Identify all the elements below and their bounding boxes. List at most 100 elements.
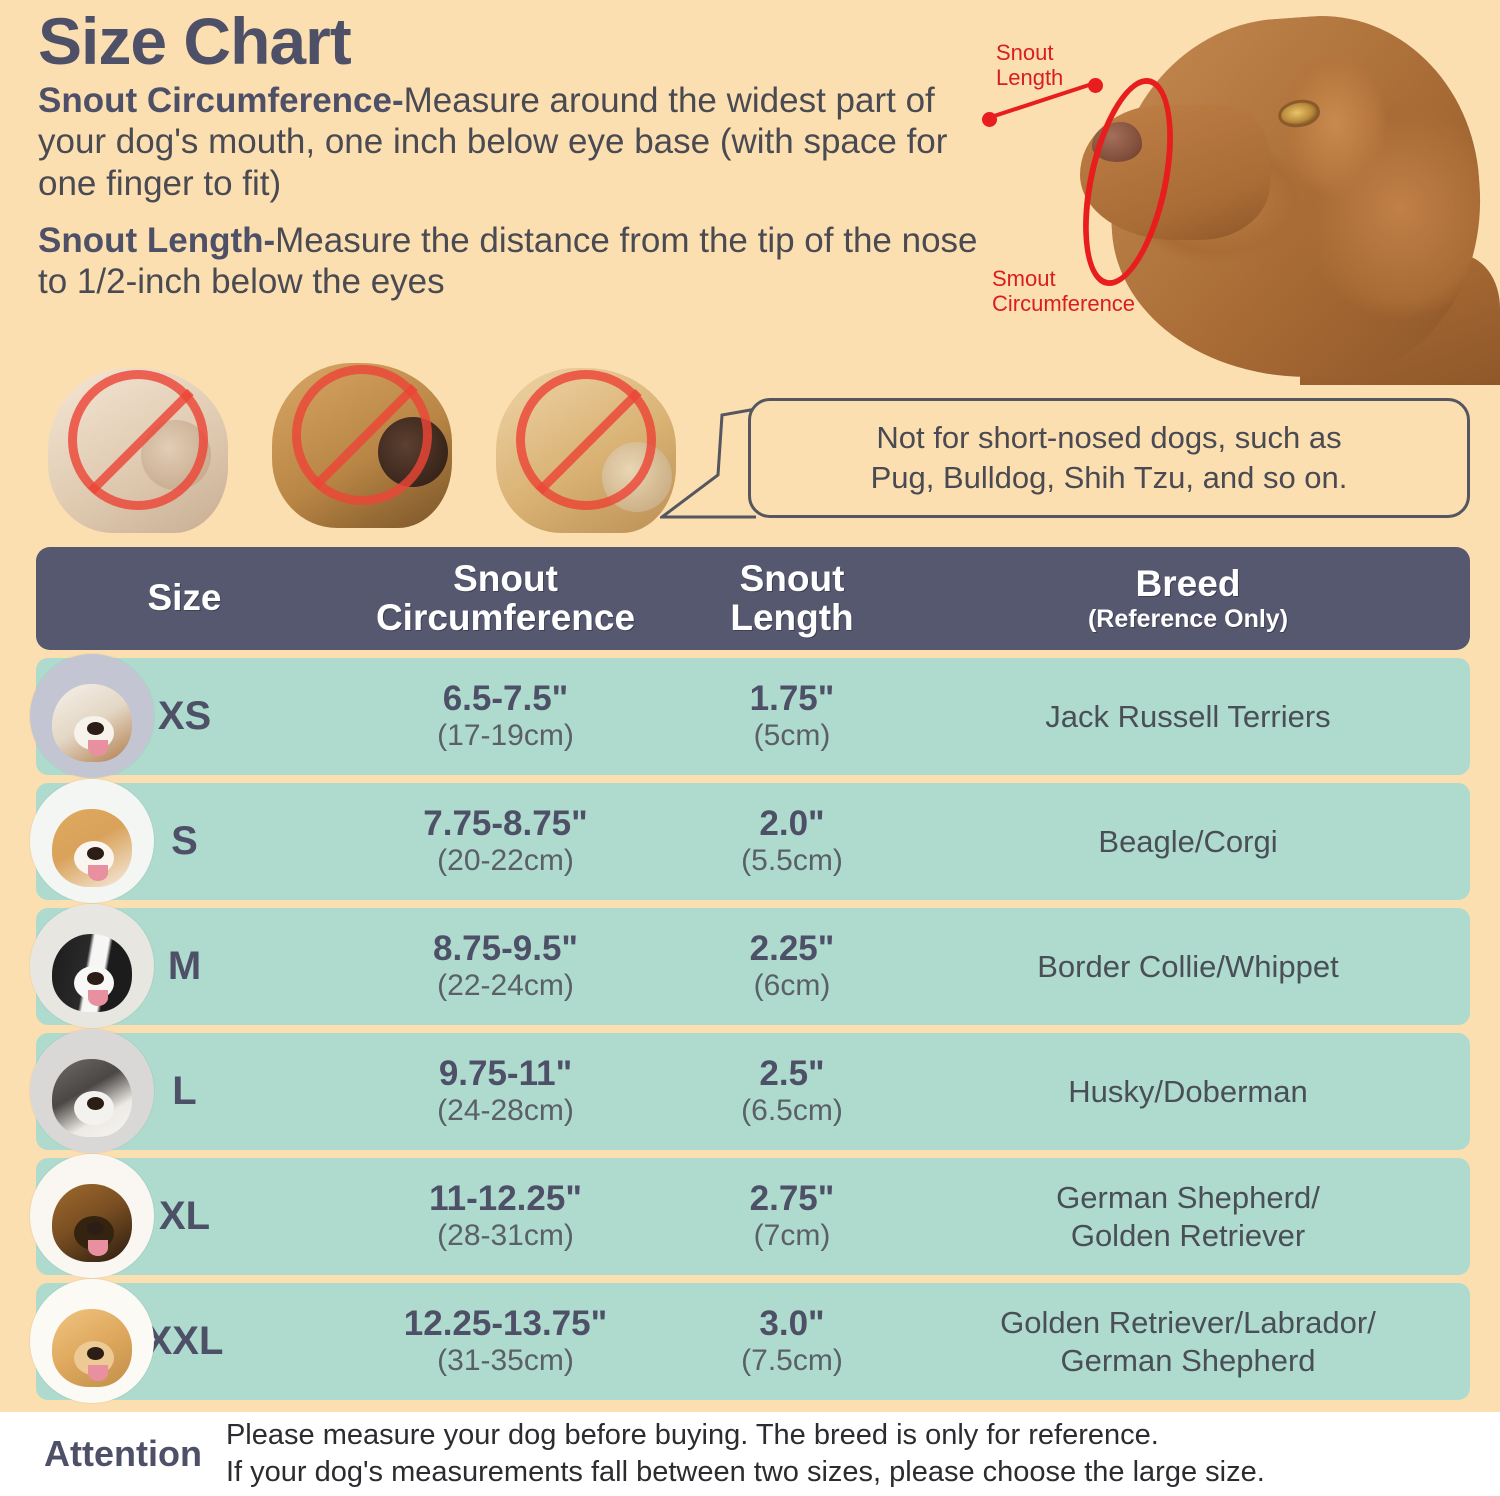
cell-length: 3.0" (7.5cm) bbox=[678, 1303, 906, 1377]
border-collie-avatar bbox=[30, 904, 154, 1028]
cell-length-inches: 2.5" bbox=[759, 1053, 825, 1093]
cell-length-inches: 2.75" bbox=[749, 1178, 835, 1218]
cell-length: 2.25" (6cm) bbox=[678, 928, 906, 1003]
cell-length-inches: 3.0" bbox=[759, 1303, 825, 1343]
cell-circumference-cm: (24-28cm) bbox=[437, 1094, 574, 1128]
table-row: XS 6.5-7.5" (17-19cm) 1.75" (5cm) Jack R… bbox=[30, 654, 1470, 778]
cell-breed: German Shepherd/ Golden Retriever bbox=[906, 1179, 1470, 1253]
cell-breed: Husky/Doberman bbox=[1068, 1073, 1308, 1109]
cell-breed-line2: German Shepherd bbox=[1060, 1342, 1316, 1378]
avatar-tongue bbox=[88, 865, 108, 881]
cell-circumference: 11-12.25" (28-31cm) bbox=[333, 1178, 678, 1253]
cell-circumference: 12.25-13.75" (31-35cm) bbox=[333, 1303, 678, 1378]
prohibited-breeds-images bbox=[36, 355, 716, 540]
cell-breed-line1: German Shepherd/ bbox=[1056, 1180, 1320, 1216]
warning-speech-bubble: Not for short-nosed dogs, such as Pug, B… bbox=[748, 398, 1470, 518]
column-header-length-line1: Snout bbox=[739, 557, 845, 599]
cell-circumference-cm: (31-35cm) bbox=[437, 1344, 574, 1378]
instruction-length: Snout Length-Measure the distance from t… bbox=[38, 220, 988, 303]
warning-text: Not for short-nosed dogs, such as Pug, B… bbox=[871, 418, 1348, 497]
cell-length-cm: (5cm) bbox=[753, 719, 831, 753]
attention-footer: Attention Please measure your dog before… bbox=[0, 1412, 1500, 1496]
german-shepherd-avatar bbox=[30, 1154, 154, 1278]
cell-circumference: 8.75-9.5" (22-24cm) bbox=[333, 930, 678, 1003]
column-header-size: Size bbox=[36, 577, 333, 619]
avatar-tongue bbox=[88, 1240, 108, 1256]
jack-russell-terrier-avatar bbox=[30, 654, 154, 778]
prohibited-dog-french-bulldog bbox=[260, 355, 470, 530]
cell-circumference-inches: 9.75-11" bbox=[438, 1053, 573, 1093]
corgi-avatar bbox=[30, 779, 154, 903]
cell-circumference-inches: 12.25-13.75" bbox=[403, 1303, 608, 1343]
avatar-nose bbox=[87, 1097, 104, 1110]
snout-length-end-dot bbox=[1088, 78, 1103, 93]
prohibition-icon bbox=[292, 365, 432, 505]
snout-length-measure-line bbox=[987, 82, 1093, 120]
avatar-nose bbox=[87, 847, 104, 860]
column-header-size-label: Size bbox=[147, 577, 222, 619]
column-header-circumference-line2: Circumference bbox=[375, 596, 636, 638]
cell-circumference-cm: (22-24cm) bbox=[437, 969, 574, 1003]
cell-circumference-cm: (28-31cm) bbox=[437, 1219, 574, 1253]
snout-circumference-annotation-line1: Smout bbox=[992, 266, 1056, 291]
table-row: XL 11-12.25" (28-31cm) 2.75" (7cm) Germa… bbox=[30, 1154, 1470, 1278]
cell-length-cm: (7cm) bbox=[753, 1219, 831, 1253]
cell-breed: Golden Retriever/Labrador/ German Shephe… bbox=[906, 1304, 1470, 1378]
attention-text-line2: If your dog's measurements fall between … bbox=[225, 1456, 1265, 1488]
cell-length-inches: 2.0" bbox=[759, 803, 825, 843]
column-header-circumference-line1: Snout bbox=[453, 557, 558, 599]
page-title: Size Chart bbox=[38, 4, 352, 78]
instruction-length-label: Snout Length- bbox=[38, 220, 276, 260]
avatar-nose bbox=[87, 722, 104, 735]
size-table: Size Snout Circumference Snout Length Br… bbox=[30, 547, 1470, 1403]
cell-size: XL bbox=[158, 1194, 211, 1238]
avatar-nose bbox=[87, 1347, 104, 1360]
husky-avatar bbox=[30, 1029, 154, 1153]
instructions-block: Snout Circumference-Measure around the w… bbox=[38, 80, 988, 302]
golden-retriever-avatar bbox=[30, 1279, 154, 1403]
prohibited-dog-bulldog bbox=[36, 360, 246, 535]
avatar-nose bbox=[87, 972, 104, 985]
cell-size: L bbox=[172, 1069, 197, 1113]
snout-length-annotation-line1: Snout bbox=[996, 40, 1054, 65]
cell-length: 1.75" (5cm) bbox=[678, 678, 906, 753]
cell-size: M bbox=[167, 944, 202, 988]
column-header-circumference: Snout Circumference bbox=[333, 557, 678, 638]
cell-length-cm: (6cm) bbox=[753, 969, 831, 1003]
instruction-circumference-label: Snout Circumference- bbox=[38, 81, 404, 120]
avatar-tongue bbox=[88, 740, 108, 756]
cell-breed: Beagle/Corgi bbox=[1098, 823, 1278, 859]
snout-length-annotation: Snout Length bbox=[996, 40, 1063, 90]
snout-circumference-annotation: Smout Circumference bbox=[992, 266, 1135, 316]
attention-text: Please measure your dog before buying. T… bbox=[226, 1417, 1265, 1491]
snout-circumference-annotation-line2: Circumference bbox=[992, 291, 1136, 317]
cell-length-inches: 1.75" bbox=[749, 678, 835, 718]
cell-breed-line1: Golden Retriever/Labrador/ bbox=[1000, 1305, 1376, 1341]
cell-length: 2.0" (5.5cm) bbox=[678, 803, 906, 877]
column-header-breed: Breed (Reference Only) bbox=[906, 562, 1470, 632]
table-row: S 7.75-8.75" (20-22cm) 2.0" (5.5cm) Beag… bbox=[30, 779, 1470, 903]
prohibition-icon bbox=[68, 370, 208, 510]
warning-text-line1: Not for short-nosed dogs, such as bbox=[876, 420, 1342, 456]
cell-length-cm: (6.5cm) bbox=[741, 1094, 843, 1128]
table-row: M 8.75-9.5" (22-24cm) 2.25" (6cm) Border… bbox=[30, 904, 1470, 1028]
prohibited-dog-pomeranian bbox=[484, 360, 694, 535]
attention-label: Attention bbox=[44, 1433, 202, 1474]
cell-length: 2.5" (6.5cm) bbox=[678, 1053, 906, 1128]
table-row: XXL 12.25-13.75" (31-35cm) 3.0" (7.5cm) … bbox=[30, 1279, 1470, 1403]
snout-length-annotation-line2: Length bbox=[996, 65, 1064, 91]
header-text-block: Size Chart Snout Circumference-Measure a… bbox=[38, 8, 988, 304]
snout-length-start-dot bbox=[982, 112, 997, 127]
cell-circumference-inches: 11-12.25" bbox=[429, 1178, 582, 1218]
cell-length-inches: 2.25" bbox=[749, 928, 835, 968]
cell-breed: Border Collie/Whippet bbox=[1037, 948, 1339, 984]
cell-length: 2.75" (7cm) bbox=[678, 1178, 906, 1253]
cell-circumference: 6.5-7.5" (17-19cm) bbox=[333, 680, 678, 752]
instruction-circumference: Snout Circumference-Measure around the w… bbox=[38, 80, 988, 204]
column-header-length-line2: Length bbox=[730, 596, 854, 638]
cell-size: XS bbox=[157, 694, 212, 738]
column-header-breed-label: Breed bbox=[1135, 562, 1241, 604]
attention-text-line1: Please measure your dog before buying. T… bbox=[225, 1418, 1159, 1451]
cell-circumference: 7.75-8.75" (20-22cm) bbox=[333, 805, 678, 877]
cell-breed-line2: Golden Retriever bbox=[1070, 1217, 1306, 1253]
